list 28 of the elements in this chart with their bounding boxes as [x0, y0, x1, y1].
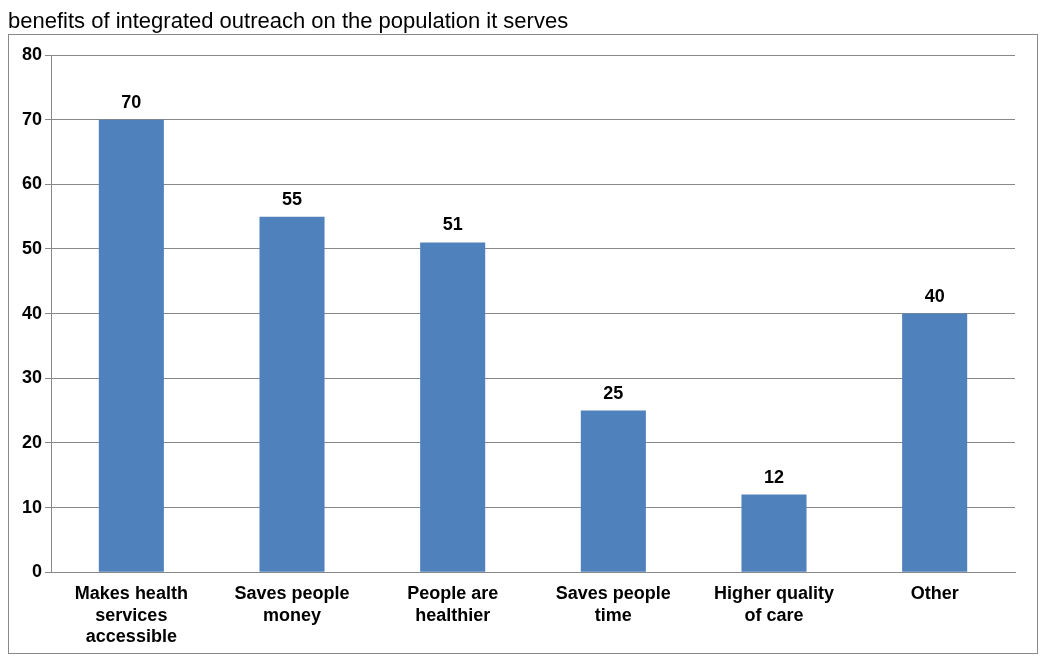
- bar: [98, 119, 164, 572]
- y-tick-label: 40: [21, 302, 43, 323]
- y-tick-label: 30: [21, 367, 43, 388]
- x-tick-label: Saves people time: [555, 582, 671, 625]
- x-tick-label: Other: [910, 582, 959, 603]
- chart-title: benefits of integrated outreach on the population it serves: [8, 8, 570, 34]
- x-tick-label: People are healthier: [407, 582, 499, 625]
- y-tick-label: 60: [21, 173, 43, 194]
- y-tick-label: 10: [21, 496, 43, 517]
- y-tick-label: 80: [21, 43, 43, 64]
- y-tick-label: 70: [21, 108, 43, 129]
- data-label: 55: [282, 188, 303, 209]
- bar: [902, 313, 968, 572]
- data-label: 12: [763, 466, 785, 487]
- data-label: 70: [121, 91, 142, 112]
- y-tick-label: 20: [21, 431, 43, 452]
- data-label: 25: [603, 382, 624, 403]
- x-tick-label: Higher quality of care: [714, 582, 835, 625]
- x-tick-label: Saves people money: [234, 582, 350, 625]
- x-tick-label: Makes health services accessible: [74, 582, 188, 647]
- y-tick-label: 0: [32, 561, 43, 582]
- bar: [741, 494, 807, 572]
- bar: [580, 410, 646, 572]
- bar: [420, 242, 486, 572]
- data-label: 51: [442, 214, 463, 235]
- y-tick-label: 50: [21, 237, 43, 258]
- data-label: 40: [924, 285, 945, 306]
- bar: [259, 216, 325, 572]
